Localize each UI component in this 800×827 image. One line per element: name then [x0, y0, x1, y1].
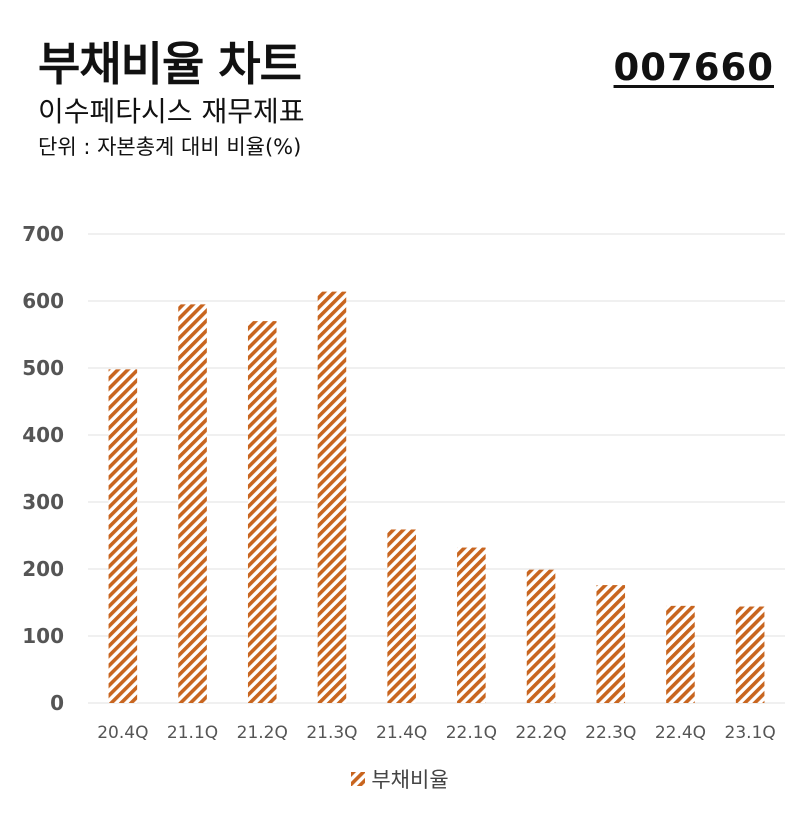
x-tick-label: 22.1Q	[446, 723, 497, 743]
y-tick-label: 600	[22, 289, 64, 313]
x-tick-label: 22.2Q	[515, 723, 566, 743]
y-axis-ticks: 0 100 200 300 400 500 600 700	[22, 222, 64, 715]
x-tick-label: 21.1Q	[167, 723, 218, 743]
bar-20.4Q	[108, 369, 138, 703]
x-tick-label: 21.4Q	[376, 723, 427, 743]
y-tick-label: 700	[22, 222, 64, 246]
y-tick-label: 100	[22, 624, 64, 648]
legend-swatch	[351, 772, 366, 786]
bar-22.3Q	[596, 585, 626, 703]
chart-subtitle: 이수페타시스 재무제표	[38, 95, 305, 128]
y-tick-label: 400	[22, 423, 64, 447]
bar-21.4Q	[387, 529, 416, 703]
bar-22.4Q	[666, 605, 695, 703]
bar-21.2Q	[247, 321, 277, 703]
y-tick-label: 0	[50, 691, 64, 715]
x-tick-label: 20.4Q	[97, 723, 148, 743]
bar-22.2Q	[526, 569, 556, 703]
y-tick-label: 300	[22, 490, 64, 514]
x-tick-label: 21.3Q	[306, 723, 357, 743]
unit-label: 단위 : 자본총계 대비 비율(%)	[38, 135, 302, 159]
legend: 부채비율	[0, 764, 800, 794]
x-tick-label: 23.1Q	[725, 723, 776, 743]
x-tick-label: 21.2Q	[237, 723, 288, 743]
bar-21.3Q	[317, 291, 347, 703]
x-tick-label: 22.4Q	[655, 723, 706, 743]
x-axis-ticks: 20.4Q 21.1Q 21.2Q 21.3Q 21.4Q 22.1Q 22.2Q 22.3Q…	[97, 723, 776, 743]
chart-title: 부채비율 차트	[38, 37, 302, 91]
bars	[108, 291, 765, 703]
bar-21.1Q	[178, 304, 207, 703]
y-tick-label: 500	[22, 356, 64, 380]
bar-22.1Q	[457, 547, 486, 703]
stock-code: 007660	[613, 46, 774, 89]
x-tick-label: 22.3Q	[585, 723, 636, 743]
bar-23.1Q	[735, 606, 765, 703]
y-tick-label: 200	[22, 557, 64, 581]
legend-label: 부채비율	[371, 768, 449, 792]
